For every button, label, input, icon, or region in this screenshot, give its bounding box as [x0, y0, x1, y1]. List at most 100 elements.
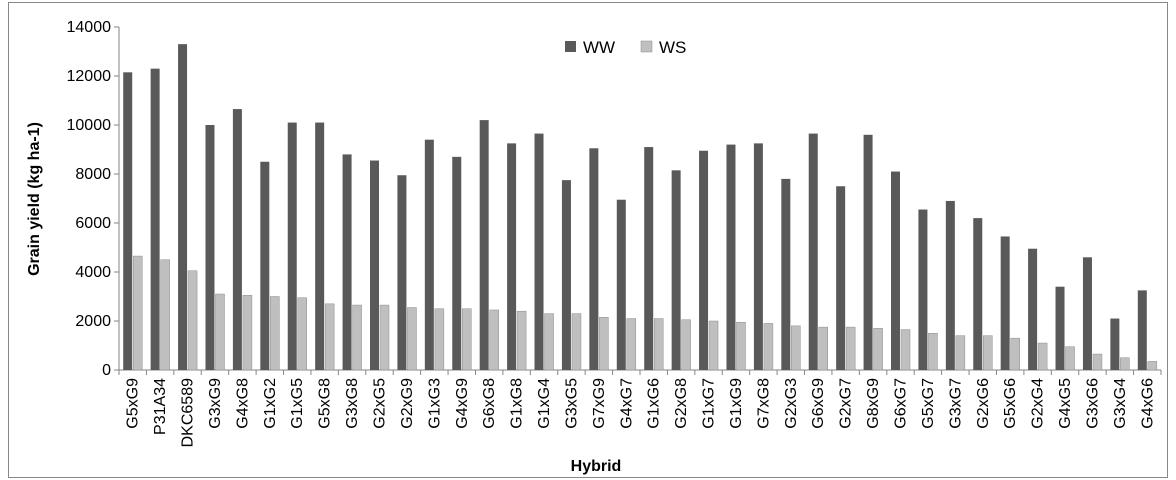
bar-ww-g1xg5: [287, 122, 297, 370]
x-tick-label: G2xG7: [838, 378, 855, 429]
x-tick-label: P31A34: [152, 378, 169, 435]
x-tick-label: G3xG7: [947, 378, 964, 429]
x-tick-label: G4xG7: [618, 378, 635, 429]
bar-ww-g4xg5: [1055, 286, 1065, 370]
bar-ws-g8xg9: [873, 328, 883, 371]
y-tick-label: 2000: [75, 313, 111, 330]
x-tick-label: G6xG7: [893, 378, 910, 429]
legend-label-ws: WS: [659, 38, 686, 57]
x-tick-label: G8xG9: [865, 378, 882, 429]
bar-ww-g6xg7: [891, 171, 900, 370]
bar-ww-g1xg4: [534, 133, 544, 370]
bar-ww-g5xg8: [315, 122, 325, 370]
x-tick-label: G1xG9: [728, 378, 745, 429]
chart-frame: 0 2000 4000 6000 8000 10000 12000 14000 G5xG9 P31…: [8, 2, 1168, 478]
bar-ws-g3xg9: [215, 293, 225, 371]
bar-ws-g2xg9: [407, 307, 417, 371]
x-tick-label: G2xG8: [673, 378, 690, 429]
x-tick-label: G7xG9: [591, 378, 608, 429]
y-tick-label: 10000: [67, 117, 112, 134]
bar-ww-g7xg8: [753, 143, 763, 370]
bar-ws-g4xg9: [462, 308, 472, 371]
bar-ws-g3xg8: [352, 304, 362, 371]
bar-ww-g2xg6: [973, 218, 983, 370]
x-tick-label: G1xG4: [536, 378, 553, 429]
x-tick-label: G1xG2: [262, 378, 279, 429]
x-tick-label: G1xG7: [701, 378, 718, 429]
x-tick-label: G1xG8: [509, 378, 526, 429]
bar-ww-g3xg7: [945, 200, 955, 370]
x-tick-label: G2xG9: [399, 378, 416, 429]
bar-ww-g1xg2: [260, 161, 270, 370]
bar-ww-g5xg6: [1000, 236, 1010, 370]
legend-swatch-ws: [640, 40, 653, 53]
x-tick-label: G4xG6: [1139, 378, 1156, 429]
x-tick-label: G4xG8: [234, 378, 251, 429]
bar-ws-g1xg6: [653, 318, 664, 371]
bar-ws-g5xg8: [324, 303, 335, 371]
y-tick-label: 6000: [75, 215, 111, 232]
bar-ww-g1xg9: [726, 144, 736, 370]
bar-ws-g5xg9: [132, 255, 143, 371]
x-tick-label: G2xG6: [975, 378, 992, 429]
legend-label-ww: WW: [583, 38, 615, 57]
bar-ws-g6xg9: [818, 326, 828, 371]
x-tick-label: G3xG5: [563, 378, 580, 429]
bar-ws-g2xg5: [379, 304, 390, 371]
bar-ww-g8xg9: [863, 134, 873, 370]
bar-ws-g2xg4: [1037, 342, 1048, 371]
legend: WW WS: [565, 38, 686, 57]
y-tick-label: 4000: [75, 264, 111, 281]
bar-ws-g7xg9: [599, 317, 609, 371]
bar-ww-g2xg7: [836, 186, 846, 370]
bar-ww-g2xg5: [370, 160, 379, 370]
x-tick-label: G2xG3: [783, 378, 800, 429]
bar-ws-p31a34: [160, 259, 170, 371]
bar-ww-g7xg9: [589, 148, 599, 370]
x-tick-label: G5xG9: [125, 378, 142, 429]
bar-ws-g4xg8: [242, 295, 253, 371]
bar-ws-g1xg7: [708, 320, 719, 371]
bar-ww-g4xg6: [1137, 290, 1147, 370]
bar-ws-g3xg4: [1120, 357, 1130, 371]
bar-ws-g1xg3: [434, 308, 445, 371]
legend-swatch-ww: [565, 41, 576, 52]
bar-ww-g1xg7: [699, 150, 709, 370]
x-tick-label: G1xG5: [289, 378, 306, 429]
bar-ww-g3xg8: [342, 154, 352, 370]
x-tick-label: G6xG9: [810, 378, 827, 429]
bar-ws-g1xg2: [270, 296, 280, 371]
bar-ws-g6xg8: [489, 309, 499, 371]
y-tick-label: 12000: [67, 68, 112, 85]
bar-ws-g2xg6: [983, 335, 993, 371]
x-tick-label: G7xG8: [755, 378, 772, 429]
x-tick-label: G4xG5: [1057, 378, 1074, 429]
y-tick-label: 14000: [67, 19, 112, 36]
x-tick-label: G4xG9: [454, 378, 471, 429]
bar-ws-g1xg8: [516, 310, 527, 371]
bar-ws-g6xg7: [900, 329, 911, 371]
bar-ww-g3xg6: [1082, 257, 1092, 370]
bar-ww-g2xg9: [397, 175, 407, 370]
bar-ws-g4xg6: [1147, 361, 1158, 371]
bar-ww-g2xg3: [781, 178, 791, 370]
bar-ws-g2xg8: [681, 319, 691, 371]
bar-ww-g3xg9: [205, 125, 215, 370]
bar-ww-g3xg4: [1110, 318, 1120, 370]
x-axis-title: Hybrid: [571, 458, 622, 475]
bar-ws-g3xg7: [955, 335, 966, 371]
bar-ww-g1xg6: [644, 147, 654, 370]
bar-ww-g4xg9: [452, 156, 462, 370]
x-tick-label: G5xG6: [1002, 378, 1019, 429]
bar-ww-g1xg3: [424, 139, 434, 370]
bar-ws-g7xg8: [763, 323, 774, 371]
bar-ww-g4xg8: [232, 109, 242, 370]
x-tick-label: G5xG8: [317, 378, 334, 429]
y-tick-label: 0: [102, 362, 111, 379]
bar-ws-dkc6589: [187, 270, 198, 371]
bar-ww-g2xg8: [671, 170, 681, 370]
bar-ww-g6xg8: [479, 120, 489, 370]
x-tick-label: DKC6589: [180, 378, 197, 447]
bar-ws-g5xg7: [928, 333, 938, 371]
bar-ww-p31a34: [150, 68, 160, 371]
